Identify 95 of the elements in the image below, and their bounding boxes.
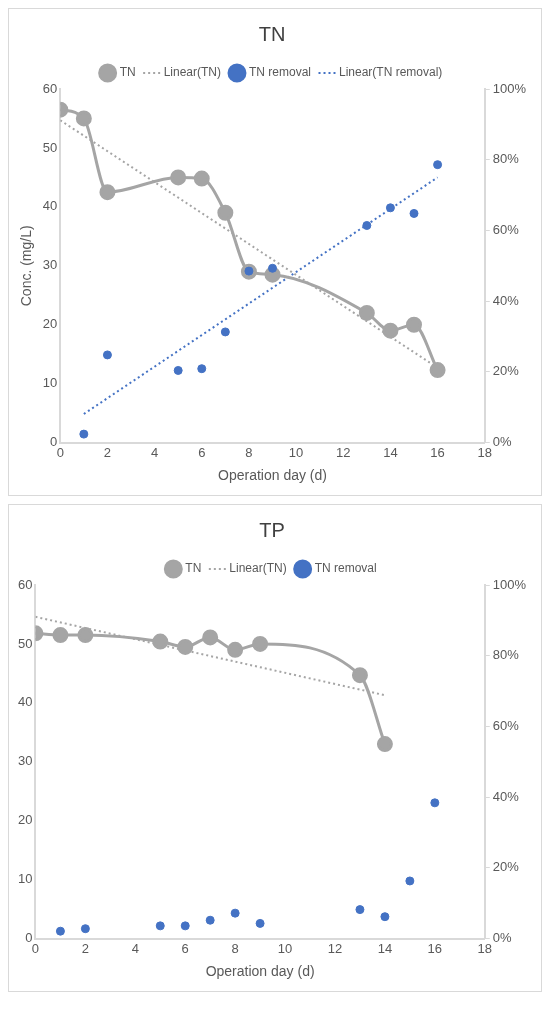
y2-tick-label: 0% — [492, 434, 512, 450]
y2-tick-label: 60% — [492, 222, 520, 238]
point — [102, 350, 112, 360]
point — [193, 170, 210, 187]
x-axis-title: Operation day (d) — [218, 467, 327, 484]
x-tick-label: 12 — [327, 940, 343, 956]
x-tick-label: 6 — [198, 444, 206, 460]
point — [227, 641, 244, 658]
y2-tick-label: 100% — [492, 80, 527, 96]
point — [252, 635, 269, 652]
point — [376, 736, 393, 753]
legend-label: TN removal — [248, 65, 311, 80]
y-tick-label: 50 — [17, 635, 33, 651]
y2-tick-label: 20% — [492, 363, 520, 379]
x-tick-label: 4 — [150, 444, 159, 460]
y2-tick-label: 100% — [492, 576, 527, 592]
point — [433, 160, 443, 170]
point — [255, 918, 265, 928]
point — [351, 667, 368, 684]
y-tick-label: 0 — [50, 434, 58, 450]
y2-tick-label: 20% — [492, 859, 520, 875]
x-tick-label: 16 — [430, 444, 445, 460]
point — [362, 220, 372, 230]
y-tick-label: 50 — [42, 139, 58, 155]
x-tick-label: 10 — [277, 940, 293, 956]
y2-tick-label: 60% — [492, 718, 520, 734]
point — [202, 629, 219, 646]
legend-label: TN — [185, 561, 202, 576]
y-tick-label: 40 — [17, 694, 33, 710]
point — [220, 327, 230, 337]
point — [52, 627, 69, 644]
y-tick-label: 20 — [17, 812, 33, 828]
point — [358, 304, 375, 321]
y-tick-label: 60 — [42, 80, 58, 96]
point — [217, 204, 234, 221]
x-tick-label: 10 — [288, 444, 304, 460]
x-tick-label: 8 — [245, 444, 253, 460]
point — [430, 798, 440, 808]
point — [173, 365, 183, 375]
legend-label: Linear(TN) — [229, 561, 287, 576]
point — [180, 921, 190, 931]
point — [75, 110, 92, 127]
point — [205, 915, 215, 925]
point — [405, 876, 415, 886]
point — [55, 926, 65, 936]
point — [268, 263, 278, 273]
y-tick-label: 30 — [17, 753, 33, 769]
point — [99, 184, 116, 201]
point — [380, 912, 390, 922]
point — [77, 627, 94, 644]
chart-title: TP — [259, 518, 285, 541]
x-tick-label: 2 — [103, 444, 112, 460]
y-tick-label: 40 — [42, 198, 58, 214]
y-tick-label: 10 — [42, 375, 58, 391]
point — [385, 203, 395, 213]
x-tick-label: 6 — [181, 940, 189, 956]
x-tick-label: 4 — [131, 940, 139, 956]
legend-label: Linear(TN removal) — [339, 65, 443, 80]
point — [409, 208, 419, 218]
y-tick-label: 0 — [25, 930, 33, 946]
point — [230, 908, 240, 918]
y2-tick-label: 80% — [492, 647, 520, 663]
x-tick-label: 8 — [231, 940, 239, 956]
point — [79, 429, 89, 439]
x-tick-label: 14 — [377, 940, 393, 956]
point — [170, 169, 187, 186]
x-axis-title: Operation day (d) — [205, 963, 315, 980]
y2-tick-label: 40% — [492, 788, 520, 804]
point — [177, 638, 194, 655]
x-tick-label: 14 — [383, 444, 398, 460]
y-tick-label: 10 — [17, 871, 33, 887]
x-tick-label: 18 — [477, 940, 492, 956]
point — [406, 316, 422, 333]
x-tick-label: 16 — [427, 940, 443, 956]
legend-label: TN — [119, 65, 136, 80]
x-tick-label: 2 — [81, 940, 89, 956]
y-tick-label: 60 — [17, 576, 33, 592]
point — [80, 924, 90, 934]
x-tick-label: 18 — [477, 444, 492, 460]
point — [197, 364, 207, 374]
x-tick-label: 12 — [336, 444, 351, 460]
point — [429, 362, 446, 379]
point — [152, 633, 169, 650]
legend-label: TN removal — [314, 561, 377, 576]
y2-tick-label: 0% — [492, 930, 512, 946]
y-tick-label: 20 — [42, 316, 58, 332]
point — [382, 322, 399, 339]
y2-tick-label: 80% — [492, 151, 520, 167]
y2-tick-label: 40% — [492, 292, 520, 308]
point — [355, 905, 365, 915]
chart-title: TN — [258, 22, 286, 45]
point — [155, 921, 165, 931]
y-axis-title: Conc. (mg/L) — [18, 225, 35, 307]
y-tick-label: 30 — [42, 257, 58, 273]
legend-label: Linear(TN) — [163, 65, 221, 80]
